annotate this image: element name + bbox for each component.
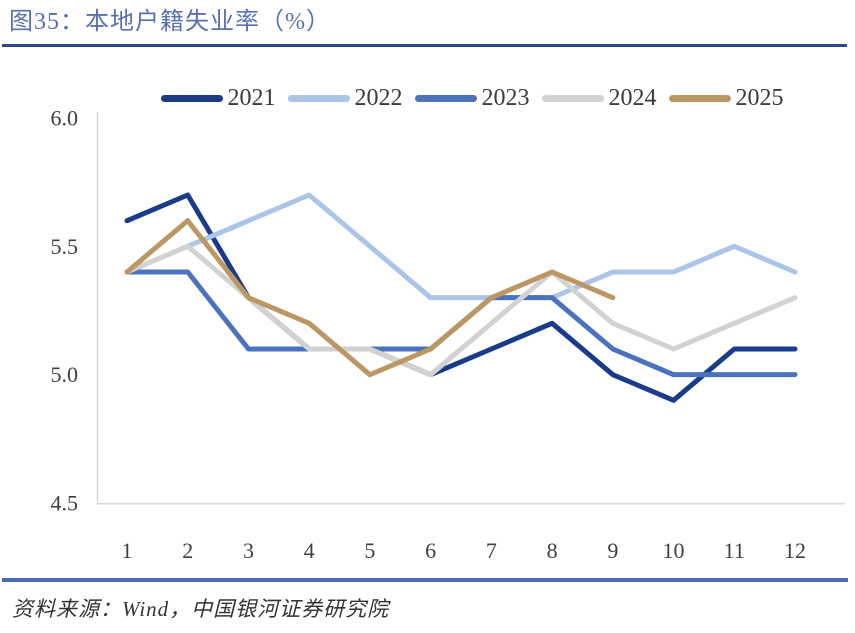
x-tick-label-2: 2 [182,538,193,563]
title-divider [2,44,847,47]
x-tick-label-9: 9 [607,538,618,563]
legend-label-2021: 2021 [227,85,276,111]
y-tick-label-6.0: 6.0 [51,106,79,131]
x-tick-label-6: 6 [425,538,436,563]
legend-item-2023: 2023 [414,84,530,112]
legend-swatch-2025 [668,94,731,102]
legend-label-2023: 2023 [481,85,530,111]
x-tick-label-7: 7 [486,538,497,563]
x-tick-label-8: 8 [547,538,558,563]
x-tick-label-12: 12 [784,538,806,563]
x-tick-label-11: 11 [724,538,745,563]
x-tick-label-10: 10 [663,538,685,563]
x-tick-label-5: 5 [364,538,375,563]
source-note: 资料来源：Wind，中国银河证券研究院 [12,597,390,621]
legend-item-2022: 2022 [287,84,403,112]
series-line-2024 [124,243,798,378]
legend-label-2022: 2022 [354,85,403,111]
legend-swatch-2021 [160,94,223,102]
x-tick-label-3: 3 [243,538,254,563]
legend-item-2025: 2025 [668,84,784,112]
series-line-2022 [124,192,798,301]
series-line-2021 [124,192,798,403]
line-chart: 6.05.55.04.51 2 3 4 5 6 7 8 9 10 11 12 [51,106,845,563]
x-tick-label-1: 1 [122,538,133,563]
legend-label-2024: 2024 [608,85,657,111]
legend-swatch-2023 [414,94,477,102]
x-tick-label-4: 4 [304,538,315,563]
series-line-2025 [124,218,616,378]
legend-swatch-2024 [541,94,604,102]
legend-swatch-2022 [287,94,350,102]
legend-item-2021: 2021 [160,84,276,112]
chart-legend: 2021 2022 2023 2024 2025 [97,84,847,112]
y-tick-label-5.5: 5.5 [51,234,79,259]
y-tick-label-5.0: 5.0 [51,362,79,387]
footer-divider [2,578,848,582]
legend-item-2024: 2024 [541,84,657,112]
legend-label-2025: 2025 [735,85,784,111]
figure-title: 图35：本地户籍失业率（%） [9,9,331,35]
y-tick-label-4.5: 4.5 [51,491,79,516]
